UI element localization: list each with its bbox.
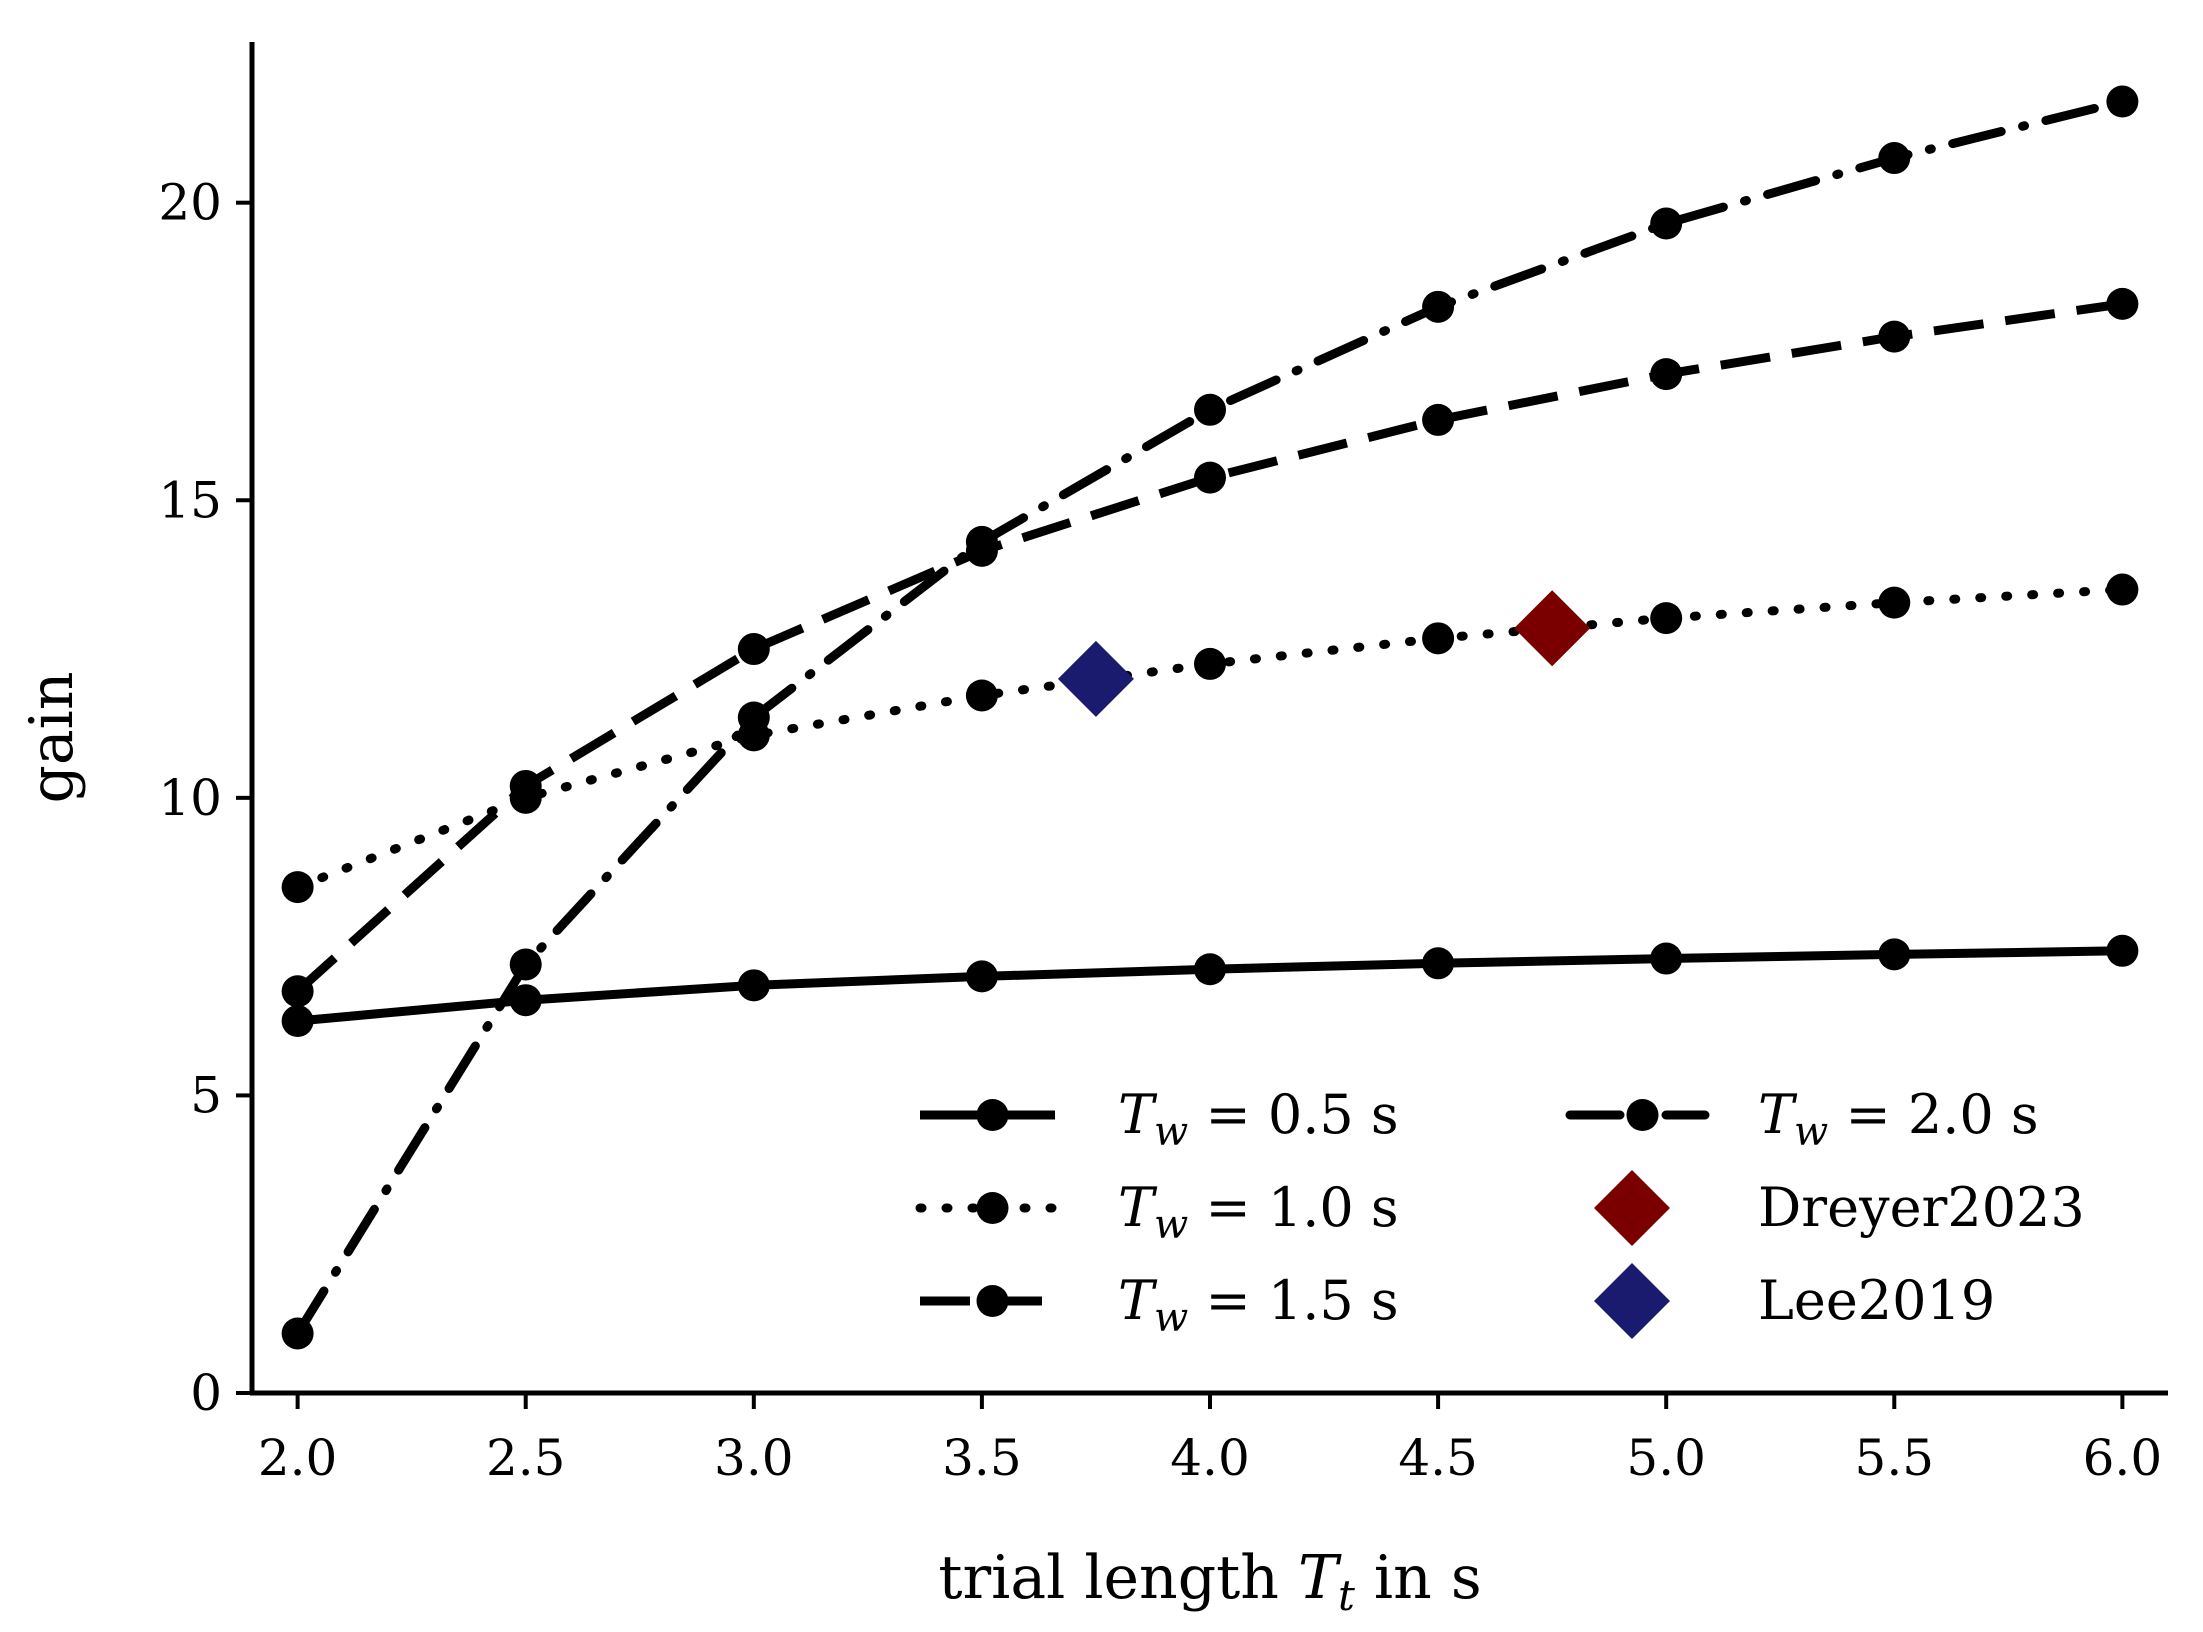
x-tick-label: 5.0 <box>1626 1429 1706 1487</box>
legend-label-lee2019: Lee2019 <box>1758 1269 1995 1332</box>
legend-label-4: Tw = 2.0 s <box>1758 1083 2039 1155</box>
series-4-point <box>1194 393 1226 426</box>
x-tick-label: 4.5 <box>1398 1429 1478 1487</box>
series-points <box>281 85 2139 1350</box>
y-tick-label: 10 <box>158 769 222 827</box>
y-tick-label: 5 <box>190 1066 222 1124</box>
series-4-point <box>2106 85 2139 118</box>
series-4-point <box>509 948 542 981</box>
legend-point-4 <box>1626 1099 1659 1131</box>
legend-label-dreyer2023: Dreyer2023 <box>1758 1176 2085 1239</box>
legend-label-3: Tw = 1.5 s <box>1118 1269 1399 1341</box>
marker-dreyer2023 <box>1514 590 1591 667</box>
series-4-point <box>281 1317 314 1350</box>
y-tick-label: 0 <box>190 1364 222 1422</box>
series-2-point <box>965 679 998 712</box>
series-4-point <box>965 525 998 558</box>
legend-point-1 <box>976 1099 1009 1131</box>
series-2-point <box>2106 573 2139 606</box>
series-1-point <box>1650 942 1683 975</box>
x-tick-label: 4.0 <box>1170 1429 1250 1487</box>
x-axis-label: trial length Tt in s <box>938 1543 1481 1620</box>
series-2-point <box>281 871 314 904</box>
series-3-point <box>737 633 770 666</box>
legend-label-2: Tw = 1.0 s <box>1118 1176 1399 1248</box>
x-ticks: 2.0 2.5 3.0 3.5 4.0 4.5 5.0 5.5 6.0 <box>258 1393 2162 1487</box>
series-4-point <box>737 701 770 734</box>
series-line-2 <box>293 585 2127 892</box>
marker-lee2019 <box>1057 640 1134 717</box>
series-4-point <box>1650 207 1683 240</box>
legend-point-3 <box>976 1285 1009 1317</box>
legend-point-2 <box>976 1192 1009 1224</box>
series-line-3 <box>294 299 2124 995</box>
series-4-point <box>1878 142 1911 175</box>
x-tick-label: 3.5 <box>942 1429 1022 1487</box>
series-1-point <box>737 969 770 1002</box>
x-tick-label: 5.5 <box>1855 1429 1935 1487</box>
series-1-point <box>2106 934 2139 967</box>
x-tick-label: 2.0 <box>258 1429 338 1487</box>
series-2-point <box>1194 647 1226 680</box>
series-1-point <box>281 1005 314 1038</box>
y-tick-label: 20 <box>158 174 222 232</box>
series-2-point <box>1878 586 1911 619</box>
series-2-point <box>1650 602 1683 635</box>
x-tick-label: 6.0 <box>2083 1429 2163 1487</box>
legend: Tw = 0.5 s Tw = 1.0 s Tw = 1.5 s Tw = 2.0 s… <box>915 1083 2085 1341</box>
reference-markers <box>1057 590 1591 717</box>
series-line-4 <box>293 97 2127 1338</box>
series-1-point <box>1878 938 1911 971</box>
legend-label-1: Tw = 0.5 s <box>1118 1083 1399 1155</box>
y-ticks: 0 5 10 15 20 <box>158 174 252 1422</box>
series-2-point <box>1422 622 1455 655</box>
series-1-point <box>965 960 998 993</box>
x-tick-label: 3.0 <box>714 1429 794 1487</box>
x-tick-label: 2.5 <box>486 1429 566 1487</box>
series-3-point <box>1422 403 1455 436</box>
legend-marker-dreyer2023 <box>1594 1170 1670 1246</box>
y-axis-label: gain <box>17 671 87 803</box>
series-lines <box>293 97 2127 1338</box>
series-3-point <box>1650 358 1683 391</box>
y-tick-label: 15 <box>158 471 222 529</box>
series-4-point <box>1422 290 1455 323</box>
series-1-point <box>1422 947 1455 980</box>
series-3-point <box>1194 461 1226 494</box>
series-3-point <box>281 975 314 1008</box>
series-1-point <box>509 984 542 1017</box>
legend-marker-lee2019 <box>1594 1263 1670 1339</box>
series-3-point <box>509 769 542 802</box>
series-1-point <box>1194 953 1226 986</box>
series-3-point <box>1878 320 1911 353</box>
series-3-point <box>2106 287 2139 320</box>
